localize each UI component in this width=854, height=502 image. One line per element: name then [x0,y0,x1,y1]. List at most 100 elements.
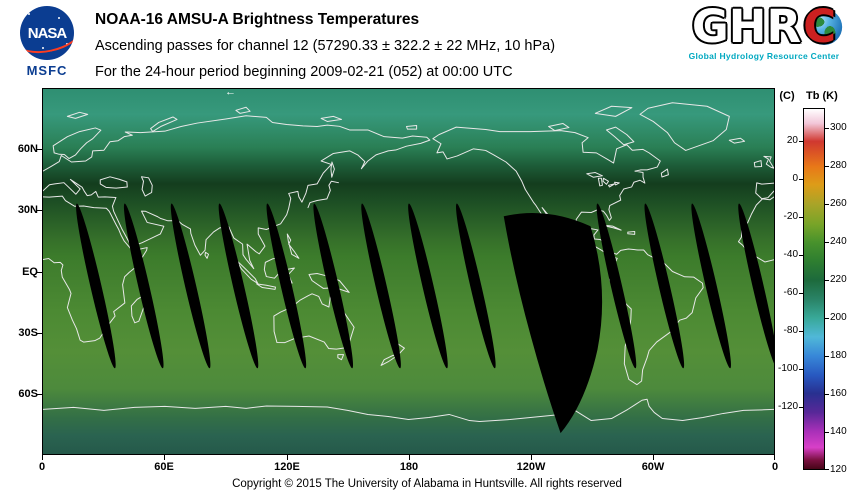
lat-label-30s: 30S [18,327,38,339]
data-gap-streak [691,203,731,369]
lat-tick [37,149,42,150]
coastline-caribbean [607,169,669,234]
lat-label-30n: 30N [17,204,38,216]
colorbar [803,108,825,470]
lat-tick [37,333,42,334]
ghrc-letter-c-with-globe: C [803,4,843,49]
kelvin-tick-label: 180 [830,350,847,361]
ghrc-letter-h: H [728,0,767,53]
coastline-africa [43,196,774,342]
coastline-west-europe [754,156,774,198]
data-gap-streak [408,203,448,369]
celsius-tick-label: -100 [777,363,798,374]
ghrc-letter-g: G [691,0,729,53]
globe-icon [806,8,843,45]
colorbar-kelvin-header: Tb (K) [806,90,838,102]
colorbar-tick [799,179,803,180]
colorbar-tick [799,141,803,142]
nasa-wordmark: NASA [27,24,68,42]
nasa-insignia-icon: NASA [20,6,74,60]
data-gap-streak [596,203,637,369]
ghrc-logo: G H R C Global Hydrology Resource Center [678,4,850,61]
colorbar-tick [799,369,803,370]
kelvin-tick-label: 260 [830,198,847,209]
data-gap-streak [170,203,211,369]
subtitle-period: For the 24-hour period beginning 2009-02… [95,64,513,80]
ghrc-letter-r: R [766,0,802,53]
lon-label-180: 180 [399,461,419,473]
colorbar-tick [825,318,829,319]
lat-tick [37,394,42,395]
lon-tick [774,455,775,460]
coastline-eurasia [43,116,430,269]
celsius-tick-label: -40 [783,249,798,260]
msfc-label: MSFC [26,63,68,78]
colorbar-tick [799,407,803,408]
lat-tick [37,272,42,273]
data-gap-swaths [76,203,774,434]
colorbar-tick [799,331,803,332]
lat-label-60n: 60N [17,143,38,155]
kelvin-tick-label: 140 [830,426,847,437]
kelvin-tick-label: 300 [830,122,847,133]
data-gap-streak [266,203,307,369]
colorbar-tick [825,128,829,129]
data-gap-streak [218,203,259,369]
ghrc-tagline: Global Hydrology Resource Center [688,51,840,61]
colorbar-tick [825,280,829,281]
lon-label-60w: 60W [641,461,665,473]
page-title: NOAA-16 AMSU-A Brightness Temperatures [95,11,420,28]
lon-tick [531,455,532,460]
coastline-inland-seas [100,173,619,197]
colorbar-tick [825,242,829,243]
lon-label-120e: 120E [274,461,300,473]
header-titles: NOAA-16 AMSU-A Brightness Temperatures A… [95,7,655,85]
colorbar-celsius-header: (C) [779,90,795,102]
lon-tick [409,455,410,460]
kelvin-tick-label: 120 [830,464,847,475]
celsius-tick-label: -60 [783,287,798,298]
brightness-temperature-map: ← [42,86,775,455]
data-gap-streak [456,203,496,369]
coastline-scandinavia [53,128,101,159]
data-gap-streak [76,203,116,369]
lon-label-0-right: 0 [771,461,779,473]
nasa-stars-decoration [28,13,30,15]
data-gap-streak [313,203,354,369]
lat-tick [37,210,42,211]
kelvin-tick-label: 200 [830,312,847,323]
lon-tick [287,455,288,460]
coastline-arctic [67,103,744,151]
celsius-tick-label: -80 [783,325,798,336]
data-gap-streak [644,203,685,369]
data-gap-large-wedge [503,212,603,434]
ghrc-acronym: G H R C [678,4,850,49]
nasa-logo: NASA MSFC [14,6,80,78]
lon-label-60e: 60E [154,461,174,473]
colorbar-tick [825,204,829,205]
kelvin-tick-label: 160 [830,388,847,399]
data-gap-streak [123,203,164,369]
lat-label-60s: 60S [18,388,38,400]
lon-label-120w: 120W [516,461,546,473]
celsius-tick-label: -20 [783,211,798,222]
colorbar-tick [825,394,829,395]
data-gap-streak [738,203,774,369]
coastline-antarctica [43,399,774,421]
colorbar-tick [825,166,829,167]
lon-tick [164,455,165,460]
colorbar-tick [825,432,829,433]
copyright-notice: Copyright © 2015 The University of Alaba… [232,478,622,490]
kelvin-tick-label: 280 [830,160,847,171]
lon-tick [653,455,654,460]
subtitle-channel: Ascending passes for channel 12 (57290.3… [95,38,556,54]
coastline-east-asia-islands [287,162,338,258]
data-gap-streak [361,203,401,369]
lat-label-eq: EQ [22,266,38,278]
lon-label-0-left: 0 [38,461,46,473]
celsius-tick-label: 0 [792,173,798,184]
colorbar-tick [799,293,803,294]
kelvin-tick-label: 240 [830,236,847,247]
colorbar-tick [799,255,803,256]
